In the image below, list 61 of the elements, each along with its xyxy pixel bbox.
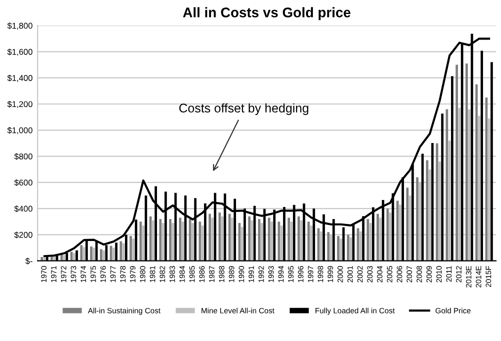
bar [218,212,221,261]
bar [231,218,234,261]
bar [386,208,389,261]
bar [132,238,135,261]
bar [298,216,300,261]
bar [208,214,211,261]
bar [92,248,96,261]
line-series [43,38,490,258]
bar [376,214,379,261]
bar [100,249,102,261]
bar [102,250,105,261]
bar [327,232,330,261]
y-tick-label: $1,200 [7,100,32,108]
bar [258,219,260,261]
bar [112,248,115,261]
bar [270,222,273,261]
bar [40,256,44,261]
y-tick-label: $1,400 [7,74,32,82]
bar [178,218,182,261]
bar [307,222,310,261]
bar [72,253,76,261]
y-tick-label: $1,600 [7,48,32,56]
bar [366,219,370,261]
bar [310,226,312,261]
bar [350,237,352,261]
bar [428,169,431,261]
bar [142,226,144,261]
bar [248,216,251,261]
y-tick-label: $- [25,258,32,264]
bar [406,188,409,261]
y-tick-label: $1,800 [7,22,32,30]
bar [456,64,458,261]
bar [389,212,392,261]
bar [288,218,290,261]
bar [60,254,63,261]
bar [228,214,231,261]
bar [90,246,92,261]
y-tick-label: $1,000 [7,127,32,134]
y-tick-label: $800 [14,153,32,160]
bar [159,219,162,261]
annotation: Costs offset by hedging [179,103,308,115]
bar [130,236,132,261]
bar [465,63,468,261]
bar [446,109,448,261]
bar [169,219,172,261]
bar [337,236,340,261]
bar [268,218,270,261]
y-tick-label: $400 [14,205,32,212]
bar [63,254,66,261]
bar [340,238,342,261]
bar [120,241,122,261]
bar [80,245,83,261]
bar [198,222,202,261]
y-tick-label: $600 [14,179,32,186]
chart-title: All in Costs vs Gold price [183,7,350,20]
bar [346,234,350,261]
bar [53,256,56,261]
bar [416,177,418,261]
bar [139,222,142,261]
y-tick-label: $200 [14,232,32,238]
bar [426,160,428,261]
